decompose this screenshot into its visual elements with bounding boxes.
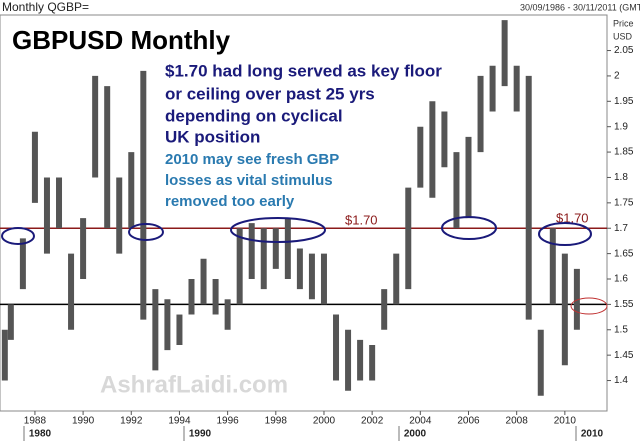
- watermark: AshrafLaidi.com: [100, 371, 288, 398]
- annotation-line: or ceiling over past 25 yrs: [165, 84, 375, 103]
- highlight-ellipse: [1, 227, 35, 245]
- x-tick-label: 2010: [554, 416, 577, 427]
- decade-label: 2010: [581, 429, 604, 440]
- y-tick-label: 2.05: [614, 45, 634, 56]
- x-tick-label: 1994: [168, 416, 191, 427]
- highlight-ellipse: [128, 223, 164, 241]
- annotation-line: 2010 may see fresh GBP: [165, 151, 339, 168]
- y-tick-label: 1.95: [614, 96, 634, 107]
- x-tick-label: 2004: [409, 416, 432, 427]
- decade-label: 1980: [29, 429, 52, 440]
- y-tick-label: 1.8: [614, 172, 628, 183]
- highlight-ellipse: [230, 217, 326, 243]
- y-tick-label: 1.65: [614, 248, 634, 259]
- annotation: 2010 may see fresh GBP losses as vital s…: [165, 151, 339, 210]
- annotation-line: removed too early: [165, 193, 295, 210]
- highlight-ellipse: [538, 222, 592, 246]
- x-tick-label: 1998: [265, 416, 288, 427]
- x-tick-label: 2008: [506, 416, 529, 427]
- y-tick-label: 1.75: [614, 197, 634, 208]
- level-label: $1.70: [345, 212, 378, 227]
- x-tick-label: 1996: [217, 416, 240, 427]
- decade-label: 1990: [189, 429, 212, 440]
- highlight-ellipse: [441, 216, 497, 240]
- x-tick-label: 2002: [361, 416, 384, 427]
- y-tick-label: 1.85: [614, 147, 634, 158]
- x-tick-label: 2006: [457, 416, 480, 427]
- annotation: $1.70 had long served as key floor or ce…: [165, 61, 442, 146]
- y-tick-label: 1.4: [614, 375, 628, 386]
- annotation-line: UK position: [165, 127, 260, 146]
- header: Monthly QGBP=: [2, 0, 89, 14]
- annotation-line: depending on cyclical: [165, 106, 343, 125]
- y-tick-label: 1.55: [614, 299, 634, 310]
- annotation-line: $1.70 had long served as key floor: [165, 61, 442, 80]
- y-tick-label: 1.9: [614, 121, 628, 132]
- annotation-line: losses as vital stimulus: [165, 172, 333, 189]
- x-tick-label: 1992: [120, 416, 143, 427]
- axis-label: USD: [613, 31, 633, 41]
- y-tick-label: 2: [614, 71, 620, 82]
- y-tick-label: 1.5: [614, 324, 628, 335]
- level-label: $1.70: [556, 210, 589, 225]
- chart-title: GBPUSD Monthly: [12, 25, 231, 55]
- x-tick-label: 1988: [24, 416, 47, 427]
- date-range: 30/09/1986 - 30/11/2011 (GMT: [520, 2, 640, 12]
- y-tick-label: 1.6: [614, 274, 628, 285]
- highlight-ellipse: [570, 297, 608, 315]
- y-tick-label: 1.7: [614, 223, 628, 234]
- x-tick-label: 2000: [313, 416, 336, 427]
- axis-label: Price: [613, 18, 634, 28]
- x-tick-label: 1990: [72, 416, 95, 427]
- highlights: [1, 216, 608, 315]
- decade-label: 2000: [404, 429, 427, 440]
- y-tick-label: 1.45: [614, 350, 634, 361]
- marks: [0, 20, 607, 396]
